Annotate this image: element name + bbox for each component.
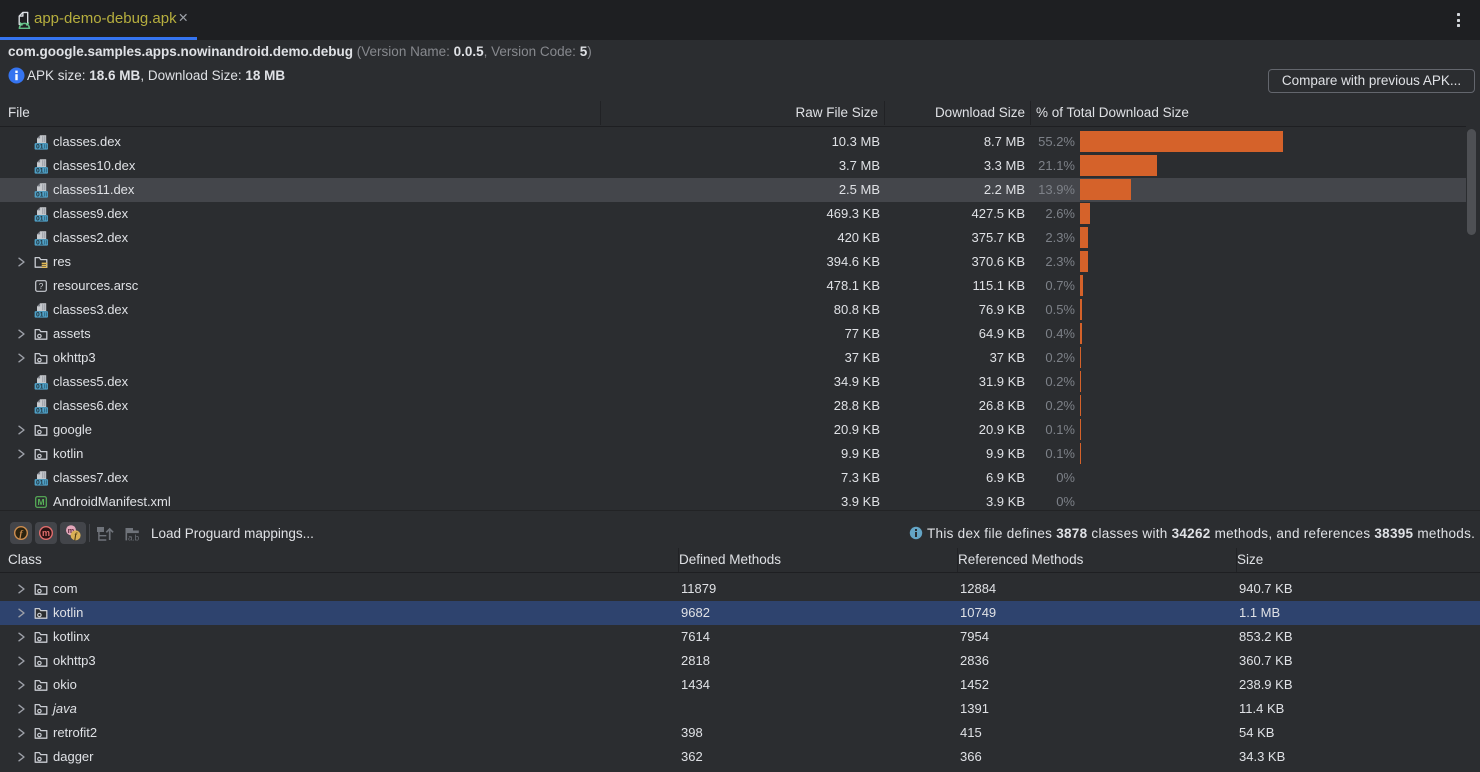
svg-text:f: f xyxy=(19,529,23,539)
svg-text:01: 01 xyxy=(36,408,44,414)
svg-text:01: 01 xyxy=(36,216,44,222)
svg-text:01: 01 xyxy=(36,168,44,174)
svg-text:M: M xyxy=(37,497,44,507)
svg-text:01: 01 xyxy=(36,192,44,198)
svg-text:01: 01 xyxy=(36,384,44,390)
svg-text:01: 01 xyxy=(36,312,44,318)
svg-text:01: 01 xyxy=(36,240,44,246)
svg-text:f: f xyxy=(74,531,78,540)
svg-text:m: m xyxy=(68,526,75,535)
svg-text:m: m xyxy=(42,528,50,538)
svg-text:a.b: a.b xyxy=(128,534,140,543)
svg-text:01: 01 xyxy=(36,144,44,150)
svg-text:?: ? xyxy=(39,281,44,291)
svg-text:01: 01 xyxy=(36,480,44,486)
